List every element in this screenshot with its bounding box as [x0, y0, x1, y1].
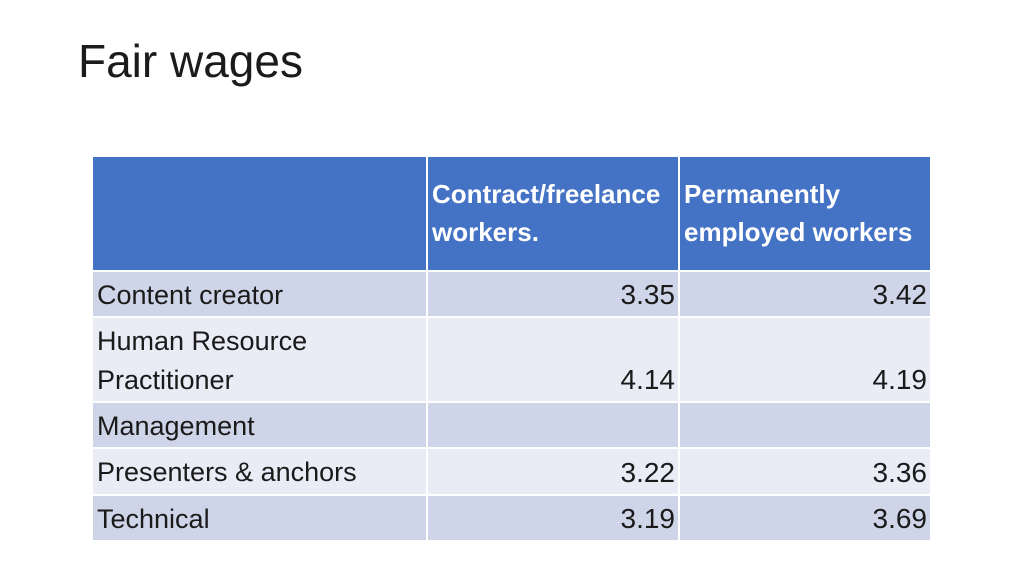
table-header-row: Contract/freelance workers. Permanently …	[91, 155, 932, 272]
row-label: Technical	[91, 493, 428, 542]
contract-value: 3.22	[426, 447, 680, 496]
row-label: Human Resource Practitioner	[91, 316, 428, 403]
fair-wages-table: Contract/freelance workers. Permanently …	[91, 155, 932, 542]
row-label: Presenters & anchors	[91, 447, 428, 496]
contract-value: 4.14	[426, 316, 680, 403]
permanent-value: 3.36	[678, 447, 932, 496]
permanent-value	[678, 400, 932, 450]
table-row-management: Management	[91, 400, 932, 450]
row-label: Management	[91, 400, 428, 450]
contract-value: 3.35	[426, 269, 680, 319]
contract-value	[426, 400, 680, 450]
header-cell-permanent-workers: Permanently employed workers	[678, 155, 932, 272]
contract-value: 3.19	[426, 493, 680, 542]
table-row-content-creator: Content creator 3.35 3.42	[91, 269, 932, 319]
permanent-value: 3.42	[678, 269, 932, 319]
row-label: Content creator	[91, 269, 428, 319]
permanent-value: 4.19	[678, 316, 932, 403]
permanent-value: 3.69	[678, 493, 932, 542]
table-row-presenters-anchors: Presenters & anchors 3.22 3.36	[91, 447, 932, 496]
header-cell-contract-workers: Contract/freelance workers.	[426, 155, 680, 272]
slide-title: Fair wages	[78, 35, 303, 87]
table-row-technical: Technical 3.19 3.69	[91, 493, 932, 542]
table-row-human-resource-practitioner: Human Resource Practitioner 4.14 4.19	[91, 316, 932, 403]
header-cell-empty	[91, 155, 428, 272]
